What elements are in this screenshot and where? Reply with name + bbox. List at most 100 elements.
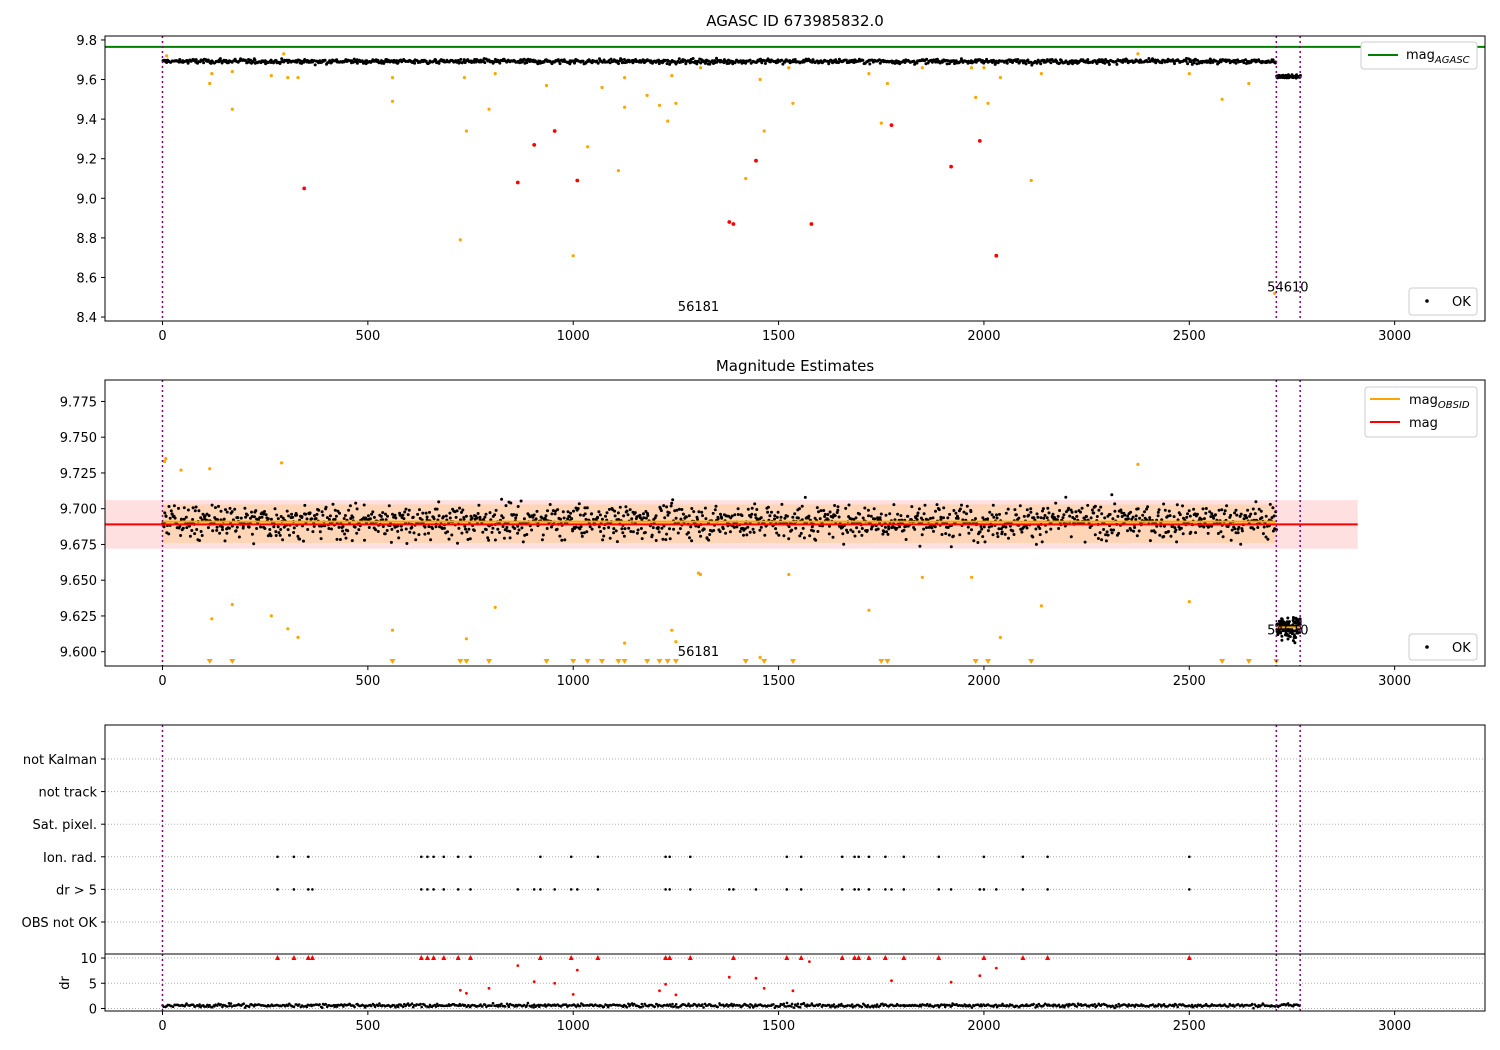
data-point (1096, 537, 1100, 540)
data-point (206, 526, 210, 530)
flag-point (867, 855, 871, 859)
data-point (815, 506, 819, 510)
dr-panel: 0 500 1000 1500 2000 2500 3000 0 5 10 dr (58, 952, 1486, 1034)
data-point (1037, 1002, 1041, 1006)
data-point (986, 101, 990, 105)
data-point (1273, 291, 1277, 295)
data-point (782, 1002, 786, 1006)
data-point (1110, 531, 1114, 535)
data-point (516, 531, 520, 535)
data-point (872, 507, 876, 511)
data-point (635, 531, 639, 535)
data-point (826, 513, 830, 516)
data-point (323, 58, 327, 62)
y-tick-label: Ion. rad. (43, 851, 97, 866)
data-point (962, 510, 966, 514)
data-point (664, 538, 668, 542)
data-point (1261, 532, 1265, 536)
data-point (1286, 616, 1290, 620)
data-point (794, 526, 798, 530)
data-point (1070, 510, 1074, 514)
x-tick-label: 0 (158, 329, 166, 344)
data-point (645, 93, 649, 97)
data-point (844, 506, 848, 510)
data-point (965, 504, 969, 508)
flag-point (884, 855, 887, 859)
data-point (1123, 513, 1127, 517)
data-point (982, 66, 986, 70)
data-point (1039, 516, 1043, 520)
data-point (416, 512, 420, 516)
data-point (1018, 504, 1022, 508)
data-point (668, 527, 671, 531)
data-point (697, 510, 701, 514)
data-point (400, 528, 404, 532)
data-point (342, 517, 346, 520)
data-point (427, 1005, 430, 1009)
data-point (188, 534, 192, 538)
data-point (1075, 1005, 1079, 1008)
data-point (1126, 529, 1129, 533)
data-point (602, 526, 606, 530)
data-point (698, 66, 703, 70)
data-point (295, 513, 299, 517)
data-point (252, 515, 256, 519)
data-point (341, 525, 345, 528)
data-point (464, 514, 468, 518)
clipped-marker (468, 955, 474, 961)
svg-text:magOBSID: magOBSID (1409, 393, 1470, 411)
data-point (532, 1003, 536, 1006)
data-point (622, 514, 626, 518)
data-point (410, 1002, 414, 1005)
clipped-marker (275, 955, 280, 961)
data-point (1298, 617, 1302, 621)
data-point (1056, 514, 1060, 518)
data-point (423, 532, 427, 536)
data-point (1031, 535, 1035, 539)
data-point (492, 60, 496, 64)
data-point (281, 538, 285, 542)
flag-point (432, 855, 435, 859)
data-point (1057, 527, 1061, 530)
data-point (429, 538, 433, 542)
data-point (313, 63, 317, 67)
data-point (1292, 616, 1296, 620)
data-point (572, 509, 575, 513)
data-point (1167, 530, 1170, 533)
data-point (995, 516, 999, 520)
data-point (203, 514, 207, 518)
data-point (986, 517, 990, 521)
data-point (1227, 1005, 1230, 1008)
data-point (264, 513, 268, 517)
data-point (363, 538, 366, 542)
data-point (607, 526, 611, 529)
data-point (896, 512, 900, 516)
data-point (628, 508, 632, 512)
data-point (994, 966, 998, 970)
data-point (404, 527, 408, 531)
data-point (861, 516, 865, 520)
data-point (543, 516, 547, 520)
data-point (708, 533, 712, 536)
data-point (302, 186, 307, 191)
data-point (773, 517, 776, 521)
data-point (1223, 509, 1227, 513)
flag-point (469, 855, 472, 859)
data-point (502, 536, 506, 540)
data-point (1136, 52, 1140, 56)
data-point (974, 95, 978, 99)
data-point (935, 503, 939, 507)
data-point (1034, 527, 1038, 531)
data-point (860, 533, 864, 537)
data-point (1202, 525, 1206, 529)
below-range-marker (884, 659, 891, 664)
clipped-marker (663, 955, 669, 961)
data-point (754, 158, 758, 163)
data-point (671, 1002, 674, 1006)
data-point (534, 517, 538, 521)
data-point (690, 60, 694, 64)
data-point (949, 545, 953, 549)
data-point (798, 507, 801, 511)
data-point (693, 59, 697, 63)
data-point (948, 512, 952, 516)
